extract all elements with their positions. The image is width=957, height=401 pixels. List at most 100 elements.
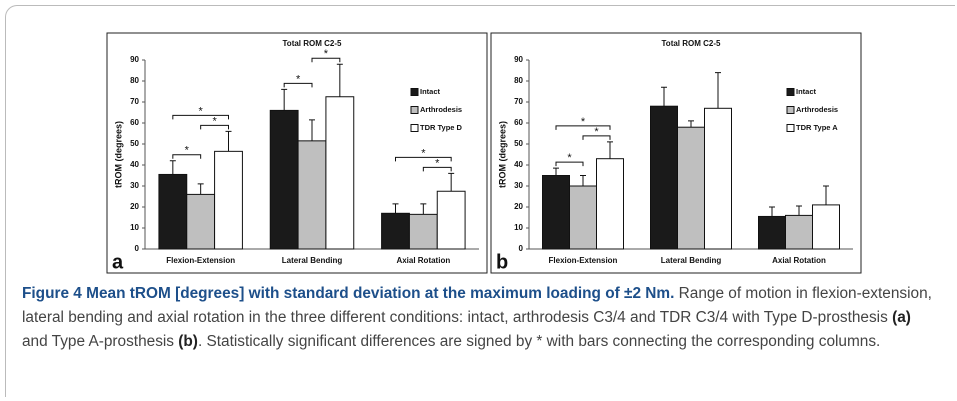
y-tick-label: 40	[514, 160, 523, 169]
bar	[158, 173, 188, 250]
x-tick-label: Axial Rotation	[396, 256, 450, 265]
significance-bracket	[422, 166, 452, 172]
y-tick-label: 70	[514, 97, 523, 106]
significance-bracket	[395, 156, 452, 162]
legend-label: Intact	[796, 87, 817, 96]
legend-label: Arthrodesis	[796, 105, 838, 114]
bar	[408, 213, 438, 250]
x-tick-label: Flexion-Extension	[549, 256, 618, 265]
y-tick-label: 50	[514, 139, 523, 148]
significance-bracket	[555, 161, 584, 167]
y-tick-label: 80	[130, 76, 139, 85]
error-bar	[309, 119, 315, 141]
y-tick-label: 10	[130, 223, 139, 232]
figure: Total ROM C2-5 tROM (degrees) a 0 10 20 30 40 50…	[106, 32, 862, 274]
y-tick-label: 10	[514, 223, 523, 232]
y-tick-label: 20	[130, 202, 139, 211]
bar	[186, 193, 216, 250]
error-bar	[769, 206, 775, 217]
significance-bracket	[172, 114, 229, 120]
error-bar	[420, 203, 427, 215]
x-tick-label: Lateral Bending	[661, 256, 722, 265]
significance-bracket	[582, 135, 611, 140]
bar	[436, 190, 466, 250]
bar	[381, 212, 410, 250]
caption-text: (b)	[178, 333, 198, 350]
caption-text: (a)	[892, 309, 911, 326]
y-tick-label: 90	[514, 55, 523, 64]
legend-swatch	[786, 88, 795, 96]
significance-bracket	[172, 154, 202, 159]
y-tick-label: 90	[130, 55, 139, 64]
chart-title: Total ROM C2-5	[662, 39, 722, 48]
y-tick-label: 60	[130, 118, 139, 127]
y-axis-label: tROM (degrees)	[497, 121, 507, 188]
legend-label: TDR Type A	[796, 123, 838, 132]
bar	[812, 204, 840, 250]
bar	[269, 109, 299, 250]
error-bar	[607, 141, 613, 159]
caption-title: Figure 4 Mean tROM [degrees] with standa…	[22, 285, 675, 302]
bar	[785, 214, 813, 250]
error-bar	[796, 205, 802, 216]
significance-bracket	[283, 82, 313, 88]
y-tick-label: 80	[514, 76, 523, 85]
y-axis-label: tROM (degrees)	[113, 121, 123, 188]
bar	[325, 96, 355, 250]
y-tick-label: 30	[514, 181, 523, 190]
significance-label: *	[594, 126, 599, 138]
y-tick-label: 60	[514, 118, 523, 127]
legend-swatch	[786, 106, 795, 114]
caption-text: . Statistically significant differences …	[197, 333, 881, 350]
legend-swatch	[786, 124, 795, 132]
chart-panel: Total ROM C2-5 tROM (degrees) b 0 10 20 30 40 50…	[490, 32, 862, 274]
significance-label: *	[435, 157, 440, 169]
bar	[569, 185, 597, 250]
significance-label: *	[296, 73, 301, 85]
error-bar	[281, 88, 288, 111]
error-bar	[225, 130, 232, 152]
x-tick-label: Flexion-Extension	[166, 256, 235, 265]
bar	[758, 215, 786, 250]
chart-title: Total ROM C2-5	[283, 39, 343, 48]
error-bar	[715, 72, 721, 109]
significance-label: *	[185, 145, 190, 157]
bar	[677, 126, 705, 250]
legend-label: Intact	[420, 87, 441, 96]
y-tick-label: 0	[135, 244, 140, 253]
y-tick-label: 30	[130, 181, 139, 190]
error-bar	[169, 160, 176, 175]
error-bar	[336, 63, 343, 97]
legend-swatch	[410, 124, 419, 132]
significance-label: *	[199, 105, 204, 117]
caption-text: Range of motion in flexion-extension, la…	[22, 285, 932, 326]
significance-label: *	[581, 116, 586, 128]
legend-label: Arthrodesis	[420, 105, 462, 114]
significance-bracket	[311, 57, 341, 63]
error-bar	[553, 167, 559, 176]
significance-label: *	[567, 152, 572, 164]
error-bar	[197, 183, 204, 195]
caption-text: and Type A-prosthesis	[22, 333, 179, 350]
panel-border	[490, 32, 862, 274]
significance-label: *	[212, 115, 217, 127]
panel-label: b	[496, 251, 508, 273]
bar	[297, 140, 327, 250]
bar	[650, 105, 678, 250]
y-tick-label: 50	[130, 139, 139, 148]
error-bar	[580, 175, 586, 186]
caption: Figure 4 Mean tROM [degrees] with standa…	[22, 282, 940, 354]
bar	[542, 175, 570, 250]
x-tick-label: Axial Rotation	[772, 256, 826, 265]
panel-border	[106, 32, 488, 274]
legend-label: TDR Type D	[420, 123, 463, 132]
significance-bracket	[555, 125, 611, 130]
bar	[214, 150, 243, 250]
y-tick-label: 40	[130, 160, 139, 169]
significance-bracket	[200, 124, 229, 130]
legend-swatch	[410, 106, 419, 114]
significance-label: *	[421, 147, 426, 159]
error-bar	[392, 203, 399, 214]
error-bar	[823, 185, 829, 205]
